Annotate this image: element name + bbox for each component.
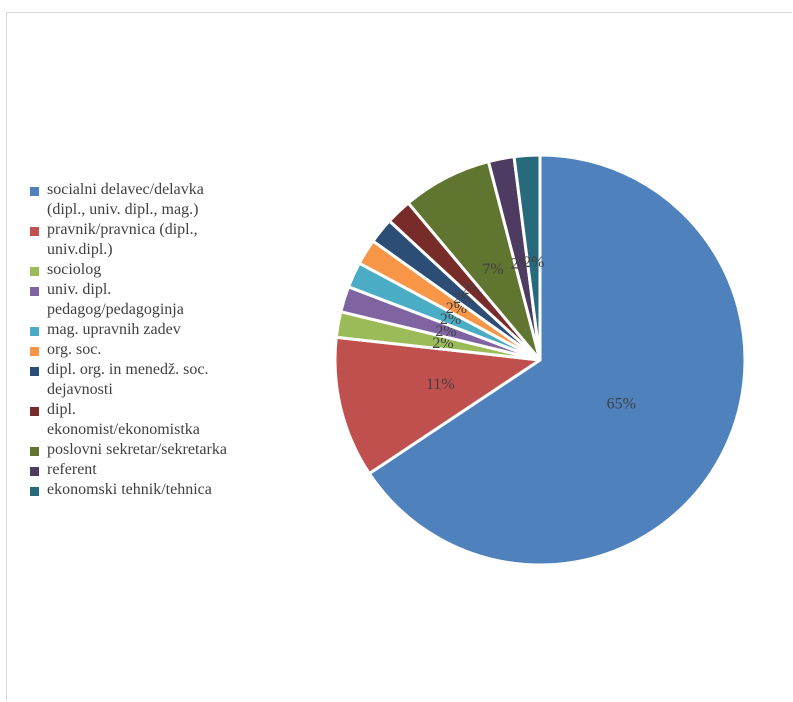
legend-swatch — [30, 327, 39, 336]
legend-swatch — [30, 287, 39, 296]
legend-swatch — [30, 267, 39, 276]
pie-data-label: 11% — [426, 376, 455, 393]
legend-label: socialni delavec/delavka (dipl., univ. d… — [47, 181, 204, 218]
pie-slice — [333, 335, 542, 476]
legend-label: pravnik/pravnica (dipl., univ.dipl.) — [47, 221, 198, 258]
pie-data-label: 7% — [482, 261, 503, 278]
pie-data-label: 65% — [607, 396, 636, 413]
legend-swatch — [30, 487, 39, 496]
pie-slice — [512, 153, 542, 362]
legend-item: univ. dipl. pedagog/pedagoginja — [30, 280, 280, 320]
legend-label: mag. upravnih zadev — [47, 321, 181, 338]
legend-label: dipl. ekonomist/ekonomistka — [47, 401, 200, 438]
legend-label: referent — [47, 461, 97, 478]
legend-label: sociolog — [47, 261, 102, 278]
legend-item: org. soc. — [30, 340, 280, 360]
legend-swatch — [30, 467, 39, 476]
legend-item: dipl. ekonomist/ekonomistka — [30, 400, 280, 440]
legend-item: sociolog — [30, 260, 280, 280]
legend-label: org. soc. — [47, 341, 102, 358]
chart-frame — [6, 12, 792, 701]
pie-data-label: 2% — [523, 254, 544, 271]
pie-slice — [367, 153, 747, 567]
legend-swatch — [30, 227, 39, 236]
legend-item: dipl. org. in menedž. soc. dejavnosti — [30, 360, 280, 400]
legend-swatch — [30, 447, 39, 456]
legend-label: poslovni sekretar/sekretarka — [47, 441, 227, 458]
legend-item: poslovni sekretar/sekretarka — [30, 440, 280, 460]
legend-label: ekonomski tehnik/tehnica — [47, 481, 212, 498]
chart-legend: socialni delavec/delavka (dipl., univ. d… — [30, 180, 280, 500]
legend-label: univ. dipl. pedagog/pedagoginja — [47, 281, 184, 318]
legend-item: socialni delavec/delavka (dipl., univ. d… — [30, 180, 280, 220]
legend-item: pravnik/pravnica (dipl., univ.dipl.) — [30, 220, 280, 260]
legend-swatch — [30, 347, 39, 356]
legend-item: mag. upravnih zadev — [30, 320, 280, 340]
legend-item: ekonomski tehnik/tehnica — [30, 480, 280, 500]
legend-swatch — [30, 407, 39, 416]
legend-swatch — [30, 187, 39, 196]
legend-item: referent — [30, 460, 280, 480]
legend-label: dipl. org. in menedž. soc. dejavnosti — [47, 361, 209, 398]
legend-swatch — [30, 367, 39, 376]
